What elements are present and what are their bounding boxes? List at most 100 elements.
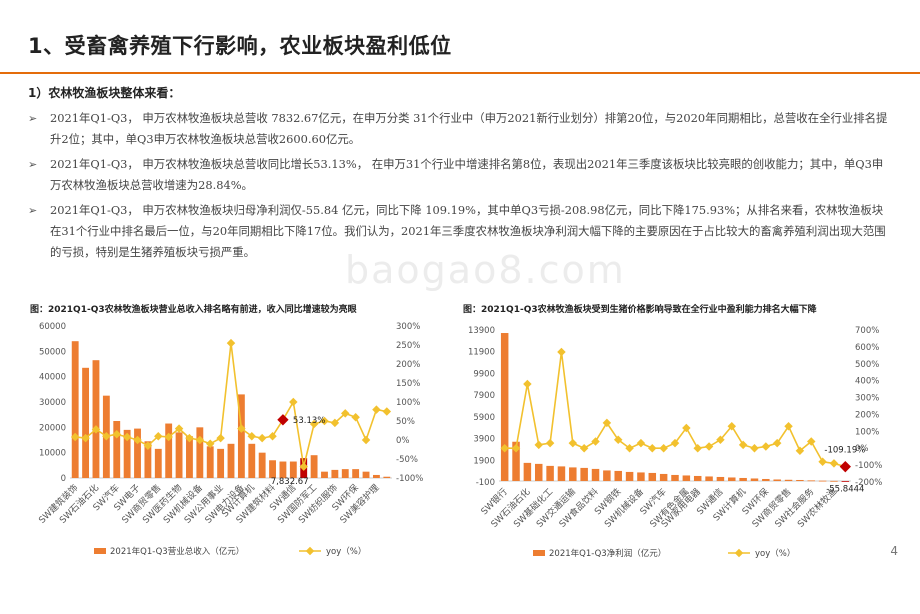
yoy-point bbox=[154, 431, 163, 441]
yoy-point bbox=[818, 457, 827, 466]
bar bbox=[175, 432, 183, 478]
bar bbox=[784, 479, 793, 481]
right-tick-label: 100% bbox=[855, 427, 879, 437]
bar bbox=[750, 478, 759, 481]
left-tick-label: 3900 bbox=[473, 435, 495, 445]
yoy-point bbox=[761, 442, 771, 451]
bullet-arrow-icon: ➢ bbox=[28, 204, 38, 217]
bar bbox=[206, 446, 214, 478]
bar bbox=[716, 476, 725, 481]
bar bbox=[113, 421, 121, 478]
yoy-point bbox=[268, 431, 277, 441]
yoy-point bbox=[704, 442, 714, 451]
yoy-point bbox=[247, 431, 257, 441]
yoy-point bbox=[205, 439, 215, 449]
yoy-point bbox=[795, 446, 805, 455]
chart-revenue: 0 10000 20000 30000 40000 50000 60000 -100% -50%… bbox=[36, 322, 423, 557]
bar bbox=[523, 462, 532, 481]
bar bbox=[217, 448, 225, 478]
yoy-point bbox=[534, 440, 543, 450]
bar bbox=[512, 441, 520, 481]
yoy-point bbox=[613, 435, 623, 445]
left-tick-label: 10000 bbox=[39, 449, 66, 459]
legend-bar-label: 2021年Q1-Q3净利润（亿元） bbox=[549, 548, 666, 559]
yoy-point bbox=[557, 347, 566, 357]
right-tick-label: 0% bbox=[396, 436, 410, 446]
right-tick-label: 250% bbox=[396, 341, 420, 351]
right-tick-label: -200% bbox=[855, 478, 882, 488]
yoy-point bbox=[277, 414, 289, 426]
legend-bar-swatch bbox=[533, 550, 545, 556]
bar bbox=[625, 471, 634, 481]
yoy-point bbox=[625, 443, 634, 453]
legend-line-label: yoy（%） bbox=[326, 546, 366, 557]
yoy-line bbox=[504, 351, 846, 468]
left-tick-label: 40000 bbox=[39, 373, 66, 383]
yoy-point bbox=[372, 405, 381, 414]
yoy-annotation: -109.19% bbox=[824, 446, 865, 456]
right-tick-label: -100% bbox=[855, 461, 882, 471]
bullet-item: ➢ 2021年Q1-Q3， 申万农林牧渔板块总营收 7832.67亿元，在申万分… bbox=[28, 108, 890, 150]
bar bbox=[237, 394, 245, 478]
chart-net-profit: -100190039005900790099001190013900-200%-… bbox=[468, 326, 882, 559]
yoy-point bbox=[772, 438, 782, 448]
yoy-point bbox=[591, 437, 600, 446]
right-tick-label: 0% bbox=[855, 444, 869, 454]
bar bbox=[362, 471, 370, 478]
right-tick-label: 200% bbox=[396, 360, 420, 370]
yoy-point bbox=[839, 461, 851, 473]
bar bbox=[818, 480, 827, 482]
bar bbox=[648, 472, 657, 481]
bar bbox=[248, 443, 256, 478]
section-subhead: 1）农林牧渔板块整体来看： bbox=[28, 86, 181, 100]
yoy-point bbox=[382, 407, 392, 416]
bar bbox=[289, 461, 297, 478]
bar bbox=[186, 436, 193, 478]
yoy-point bbox=[361, 435, 371, 445]
yoy-point bbox=[330, 418, 340, 428]
yoy-point bbox=[226, 338, 236, 348]
bar bbox=[682, 475, 691, 481]
legend-line-marker bbox=[305, 546, 315, 556]
bar bbox=[841, 480, 850, 482]
yoy-point bbox=[648, 443, 657, 453]
right-tick-label: 200% bbox=[855, 410, 879, 420]
bullet-text: 2021年Q1-Q3， 申万农林牧渔板块总营收 7832.67亿元，在申万分类 … bbox=[50, 111, 888, 146]
bullet-arrow-icon: ➢ bbox=[28, 112, 38, 125]
bar bbox=[569, 467, 577, 481]
bar bbox=[372, 474, 380, 478]
left-tick-label: 60000 bbox=[39, 322, 66, 332]
bar bbox=[546, 465, 554, 481]
bar-annotation: 7,832.67 bbox=[271, 477, 309, 487]
left-tick-label: 11900 bbox=[468, 348, 495, 358]
left-tick-label: 0 bbox=[61, 474, 66, 484]
bar bbox=[705, 476, 713, 481]
bar bbox=[614, 470, 622, 481]
yoy-point bbox=[716, 435, 725, 445]
left-tick-label: 30000 bbox=[39, 398, 66, 408]
right-tick-label: -100% bbox=[396, 474, 423, 484]
yoy-point bbox=[829, 459, 839, 468]
right-tick-label: -50% bbox=[396, 455, 418, 465]
yoy-point bbox=[257, 433, 267, 443]
bar bbox=[534, 463, 543, 481]
bar bbox=[144, 441, 152, 478]
bar bbox=[807, 480, 816, 482]
yoy-point bbox=[309, 419, 319, 429]
yoy-point bbox=[102, 431, 111, 441]
page-number: 4 bbox=[890, 544, 898, 558]
bar bbox=[739, 477, 747, 481]
chart2-title: 图：2021Q1-Q3农林牧渔板块受到生猪价格影响导致在全行业中盈利能力排名大幅… bbox=[463, 305, 817, 315]
bar bbox=[728, 477, 736, 481]
bar bbox=[671, 474, 679, 481]
legend-bar-swatch bbox=[94, 548, 106, 554]
yoy-point bbox=[195, 435, 205, 445]
bar bbox=[279, 461, 287, 478]
yoy-point bbox=[500, 443, 509, 453]
right-tick-label: 300% bbox=[396, 322, 420, 332]
bar bbox=[796, 479, 804, 481]
yoy-point bbox=[91, 425, 101, 434]
bar bbox=[321, 471, 328, 478]
bar bbox=[331, 469, 339, 478]
bar bbox=[227, 443, 235, 478]
